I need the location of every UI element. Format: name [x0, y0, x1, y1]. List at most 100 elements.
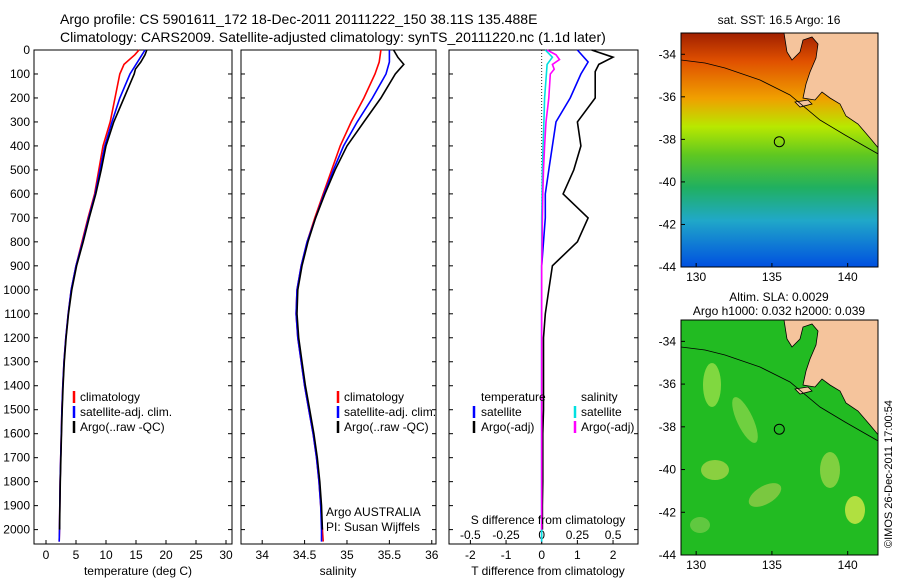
depth-tick-label: 1700 [3, 451, 30, 465]
map-lon-tick-label: 135 [762, 558, 782, 572]
temperature-legend: climatology satellite-adj. clim. Argo(..… [72, 390, 172, 434]
map-lat-tick-label: -34 [659, 47, 677, 61]
sst-shelf-line [681, 59, 878, 155]
t-difference-xtick-label: 1 [574, 548, 581, 562]
depth-tick-label: 300 [10, 115, 30, 129]
sla-map-title-1: Altim. SLA: 0.0029 [729, 290, 829, 304]
difference-salinity-argo-adj-line [540, 49, 561, 530]
depth-tick-label: 700 [10, 211, 30, 225]
header-line2: Climatology: CARS2009. Satellite-adjuste… [60, 29, 606, 45]
map-lat-tick-label: -38 [659, 132, 677, 146]
legend-label-t-satellite: satellite [481, 405, 522, 419]
float-location-marker [773, 136, 785, 148]
legend-label-climatology: climatology [80, 390, 140, 404]
t-difference-xtick-label: 0 [538, 548, 545, 562]
t-difference-xtick-label: -2 [465, 548, 476, 562]
s-difference-label: S difference from climatology [471, 513, 626, 527]
depth-tick-label: 2000 [3, 523, 30, 537]
temperature-argo-raw-qc-line [58, 49, 148, 530]
sst-map [680, 32, 879, 268]
legend-label-climatology: climatology [344, 390, 404, 404]
s-difference-xtick-label: 0.5 [605, 528, 622, 542]
salinity-xtick-label: 34.5 [293, 548, 317, 562]
map-lon-tick-label: 140 [838, 270, 858, 284]
s-difference-xtick-label: 0.25 [566, 528, 590, 542]
sla-shelf-line [681, 346, 878, 442]
salinity-xtick-label: 35.5 [378, 548, 402, 562]
legend-label-argo: Argo(..raw -QC) [344, 420, 429, 434]
temperature-plot-frame [33, 49, 233, 545]
salinity-xtick-label: 34 [256, 548, 270, 562]
sla-anomaly-blob [820, 452, 840, 488]
depth-tick-label: 1500 [3, 403, 30, 417]
header-line1: Argo profile: CS 5901611_172 18-Dec-2011… [60, 11, 537, 27]
depth-tick-label: 1800 [3, 475, 30, 489]
s-difference-xtick-label: -0.25 [492, 528, 520, 542]
profile-axes: 0100200300400500600700800900100011001200… [3, 43, 639, 562]
depth-tick-label: 200 [10, 91, 30, 105]
depth-tick-label: 1300 [3, 355, 30, 369]
sla-anomaly-blob [703, 363, 721, 407]
legend-label-s-argo: Argo(-adj) [581, 420, 634, 434]
map-lon-tick-label: 130 [686, 558, 706, 572]
depth-tick-label: 100 [10, 67, 30, 81]
legend-title-salinity: salinity [581, 390, 618, 404]
depth-tick-label: 1600 [3, 427, 30, 441]
sla-anomaly-blob [701, 460, 729, 480]
legend-label-satellite: satellite-adj. clim. [344, 405, 436, 419]
map-lat-tick-label: -34 [659, 334, 677, 348]
legend-label-t-argo: Argo(-adj) [481, 420, 534, 434]
salinity-climatology-line [295, 49, 382, 542]
legend-label-satellite: satellite-adj. clim. [80, 405, 172, 419]
map-lat-tick-label: -38 [659, 420, 677, 434]
float-location-marker [773, 423, 785, 435]
salinity-satellite-adj-clim-line [295, 50, 391, 542]
salinity-xtick-label: 35 [340, 548, 354, 562]
temperature-satellite-adj-clim-line [58, 49, 146, 542]
legend-label-s-satellite: satellite [581, 405, 622, 419]
depth-tick-label: 500 [10, 163, 30, 177]
temperature-xlabel: temperature (deg C) [84, 564, 192, 578]
depth-tick-label: 900 [10, 259, 30, 273]
depth-tick-label: 1900 [3, 499, 30, 513]
map-lat-tick-label: -44 [659, 260, 677, 274]
temperature-xtick-label: 5 [73, 548, 80, 562]
sla-island [794, 386, 813, 395]
temperature-xtick-label: 15 [129, 548, 143, 562]
difference-legend: temperature satellite Argo(-adj) salinit… [472, 390, 634, 434]
map-axis-ticks: -34 -36 -38 -40 -42 -44 130 135 140 -34 -36 -38 -40 -… [659, 47, 858, 572]
sla-anomaly-blob [690, 517, 710, 533]
map-lat-tick-label: -42 [659, 217, 677, 231]
map-lon-tick-label: 135 [762, 270, 782, 284]
temperature-xtick-label: 25 [189, 548, 203, 562]
salinity-plot-frame [240, 49, 437, 545]
salinity-argo-raw-qc-line [296, 49, 405, 530]
t-difference-xtick-label: 2 [610, 548, 617, 562]
depth-tick-label: 1100 [4, 307, 30, 321]
salinity-xtick-label: 36 [425, 548, 439, 562]
legend-title-temperature: temperature [481, 390, 546, 404]
depth-tick-label: 1000 [3, 283, 30, 297]
temperature-xtick-label: 10 [99, 548, 113, 562]
t-difference-label: T difference from climatology [471, 564, 625, 578]
t-difference-xtick-label: -1 [501, 548, 512, 562]
sla-map-frame [680, 319, 879, 556]
depth-tick-label: 1200 [3, 331, 30, 345]
map-lat-tick-label: -40 [659, 175, 677, 189]
salinity-xlabel: salinity [320, 564, 357, 578]
sst-map-frame [680, 32, 879, 268]
map-lon-tick-label: 130 [686, 270, 706, 284]
s-difference-xtick-label: -0.5 [460, 528, 481, 542]
legend-label-argo: Argo(..raw -QC) [80, 420, 165, 434]
depth-tick-label: 0 [23, 43, 30, 57]
sla-anomaly-blob [732, 397, 758, 443]
map-lat-tick-label: -36 [659, 377, 677, 391]
temperature-xtick-label: 0 [43, 548, 50, 562]
sla-map [680, 319, 879, 556]
timestamp-stamp: ©IMOS 26-Dec-2011 17:00:54 [883, 400, 895, 548]
difference-temperature-argo-adj-line [541, 49, 616, 530]
profile-series [58, 49, 616, 542]
depth-tick-label: 1400 [3, 379, 30, 393]
depth-tick-label: 800 [10, 235, 30, 249]
